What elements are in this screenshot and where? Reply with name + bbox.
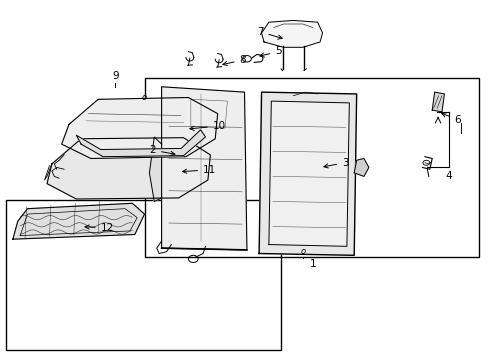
Polygon shape — [161, 87, 246, 250]
Polygon shape — [47, 138, 210, 199]
Text: 11: 11 — [182, 165, 216, 175]
Text: o: o — [300, 247, 305, 256]
Text: 7: 7 — [256, 27, 282, 39]
Text: 12: 12 — [85, 223, 114, 233]
Text: 5: 5 — [260, 46, 281, 57]
Polygon shape — [353, 158, 368, 176]
Polygon shape — [259, 92, 356, 255]
Text: 4: 4 — [444, 171, 451, 181]
Text: 2: 2 — [149, 145, 175, 156]
Text: 9: 9 — [112, 71, 119, 81]
Text: 3: 3 — [323, 158, 348, 168]
Polygon shape — [61, 98, 217, 158]
Text: 6: 6 — [441, 113, 460, 125]
Text: 10: 10 — [189, 121, 225, 131]
Text: o: o — [142, 93, 147, 102]
Polygon shape — [261, 21, 322, 47]
Polygon shape — [268, 101, 348, 246]
Polygon shape — [431, 92, 444, 112]
Bar — [144, 78, 478, 257]
Text: 1: 1 — [309, 259, 315, 269]
Text: 8: 8 — [223, 55, 246, 66]
Polygon shape — [13, 203, 144, 239]
Bar — [5, 200, 281, 350]
Polygon shape — [149, 137, 161, 202]
Polygon shape — [76, 130, 205, 157]
